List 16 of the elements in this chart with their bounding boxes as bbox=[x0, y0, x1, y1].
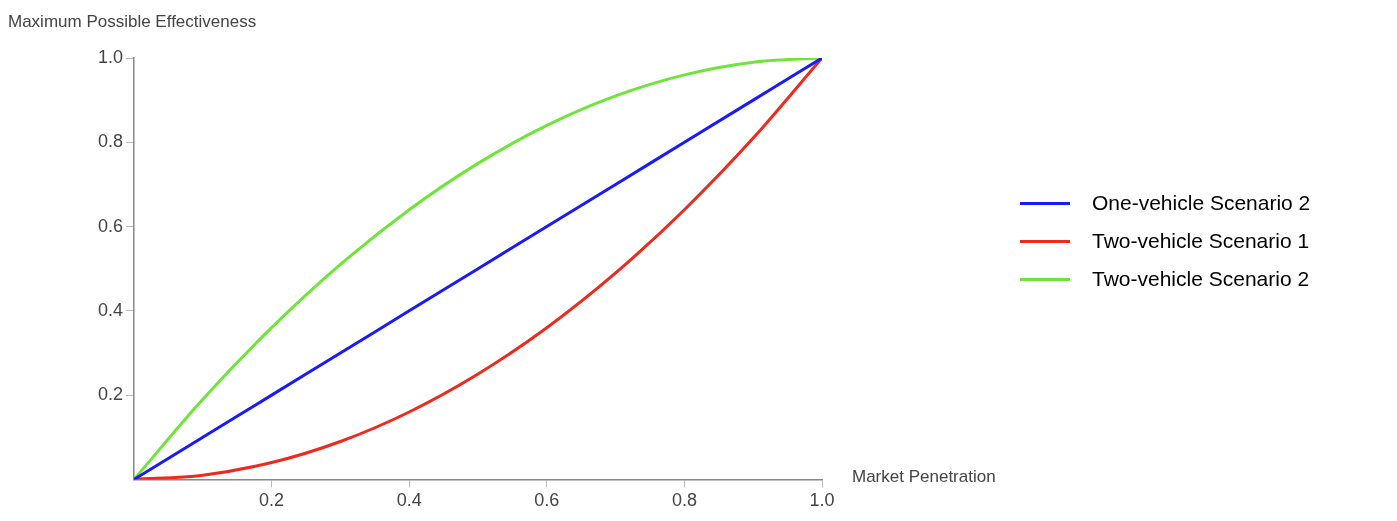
y-axis-title: Maximum Possible Effectiveness bbox=[8, 11, 257, 31]
y-tick-label: 0.2 bbox=[97, 384, 124, 405]
x-tick-label: 0.8 bbox=[671, 490, 697, 511]
x-tick-label: 0.2 bbox=[259, 490, 285, 511]
x-axis-title: Market Penetration bbox=[852, 467, 996, 487]
legend-label: One-vehicle Scenario 2 bbox=[1092, 191, 1311, 215]
y-tick-label: 0.8 bbox=[97, 131, 124, 152]
line-series bbox=[134, 58, 822, 480]
y-tick-label: 0.4 bbox=[97, 299, 124, 320]
legend-label: Two-vehicle Scenario 2 bbox=[1092, 267, 1310, 291]
x-tick-label: 0.6 bbox=[534, 490, 560, 511]
y-tick-label: 1.0 bbox=[97, 46, 124, 67]
legend-label: Two-vehicle Scenario 1 bbox=[1092, 229, 1310, 253]
x-tick-label: 1.0 bbox=[809, 490, 835, 511]
y-tick-label: 0.6 bbox=[97, 215, 124, 236]
x-tick-label: 0.4 bbox=[396, 490, 422, 511]
